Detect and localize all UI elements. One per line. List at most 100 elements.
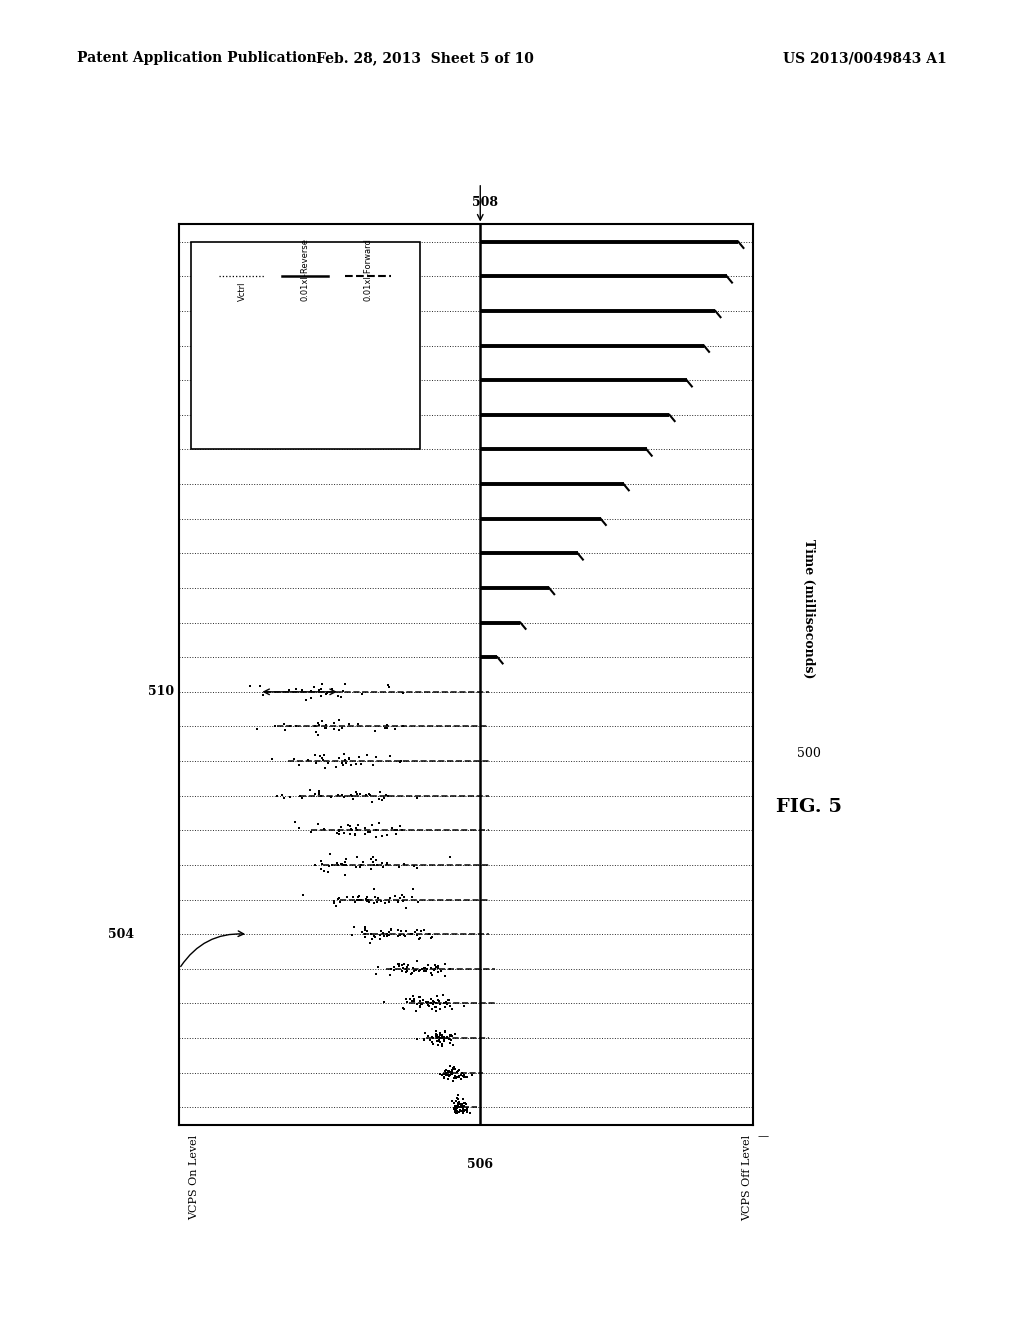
Point: [317, 718, 334, 739]
Point: [350, 746, 367, 767]
Point: [449, 1097, 465, 1118]
Point: [430, 1031, 446, 1052]
Text: FIG. 5: FIG. 5: [776, 797, 842, 816]
Point: [447, 1068, 464, 1089]
Point: [403, 990, 420, 1011]
Point: [431, 1027, 447, 1048]
Point: [336, 743, 352, 764]
Point: [334, 784, 350, 805]
Point: [423, 958, 439, 979]
Point: [313, 710, 330, 731]
Point: [282, 680, 298, 701]
Point: [400, 954, 417, 975]
Point: [393, 920, 410, 941]
Point: [442, 1026, 459, 1047]
Point: [420, 1026, 436, 1047]
Point: [446, 1101, 463, 1122]
Point: [314, 673, 331, 694]
Point: [300, 750, 316, 771]
Point: [330, 888, 346, 909]
Point: [302, 780, 318, 801]
Point: [437, 953, 454, 974]
Point: [412, 960, 428, 981]
Point: [307, 715, 324, 737]
Point: [390, 925, 407, 946]
Point: [410, 920, 426, 941]
Point: [352, 857, 369, 878]
Point: [443, 1063, 460, 1084]
Point: [430, 991, 446, 1012]
Point: [386, 960, 402, 981]
Point: [319, 752, 336, 774]
Point: [449, 1101, 465, 1122]
Point: [433, 1026, 450, 1047]
Point: [453, 1068, 469, 1089]
Point: [330, 685, 346, 706]
Point: [342, 816, 358, 837]
Point: [383, 919, 399, 940]
Text: US 2013/0049843 A1: US 2013/0049843 A1: [783, 51, 947, 66]
Point: [292, 785, 308, 807]
Point: [404, 879, 421, 900]
Point: [323, 843, 339, 865]
Point: [373, 891, 389, 912]
Point: [424, 964, 440, 985]
Point: [338, 849, 354, 870]
Point: [423, 993, 439, 1014]
Point: [445, 1097, 462, 1118]
Point: [345, 788, 361, 809]
Point: [446, 1068, 463, 1089]
Point: [361, 784, 378, 805]
Point: [435, 1026, 452, 1047]
Point: [288, 715, 304, 737]
Point: [329, 822, 345, 843]
Point: [243, 676, 259, 697]
Point: [348, 754, 365, 775]
Point: [436, 1064, 453, 1085]
Point: [364, 929, 380, 950]
Point: [311, 784, 328, 805]
Point: [398, 991, 415, 1012]
Point: [425, 993, 441, 1014]
Point: [392, 816, 409, 837]
Point: [404, 962, 421, 983]
Point: [340, 814, 356, 836]
Point: [428, 1023, 444, 1044]
Point: [442, 1065, 459, 1086]
Point: [432, 1028, 449, 1049]
Point: [427, 997, 443, 1018]
Point: [349, 846, 366, 867]
Point: [317, 684, 334, 705]
Point: [443, 1060, 460, 1081]
Text: 0.01xI-Forward: 0.01xI-Forward: [364, 238, 373, 301]
Point: [249, 718, 265, 739]
Text: 504: 504: [108, 928, 134, 941]
Point: [421, 995, 437, 1016]
Point: [381, 892, 397, 913]
Point: [367, 925, 383, 946]
Point: [410, 858, 426, 879]
Point: [397, 898, 414, 919]
Point: [395, 957, 412, 978]
Point: [349, 714, 366, 735]
Point: [379, 924, 395, 945]
Point: [453, 1100, 469, 1121]
Point: [337, 851, 353, 873]
Point: [378, 784, 394, 805]
Point: [348, 857, 365, 878]
Point: [428, 1030, 444, 1051]
Point: [349, 814, 366, 836]
Point: [352, 783, 369, 804]
Point: [357, 920, 374, 941]
Point: [254, 684, 270, 705]
Point: [349, 890, 366, 911]
Point: [442, 1024, 459, 1045]
Point: [372, 781, 388, 803]
Point: [353, 921, 370, 942]
Point: [349, 820, 366, 841]
Point: [435, 985, 452, 1006]
Point: [449, 1102, 465, 1123]
Point: [428, 1001, 444, 1022]
Point: [359, 890, 376, 911]
Point: [409, 994, 425, 1015]
